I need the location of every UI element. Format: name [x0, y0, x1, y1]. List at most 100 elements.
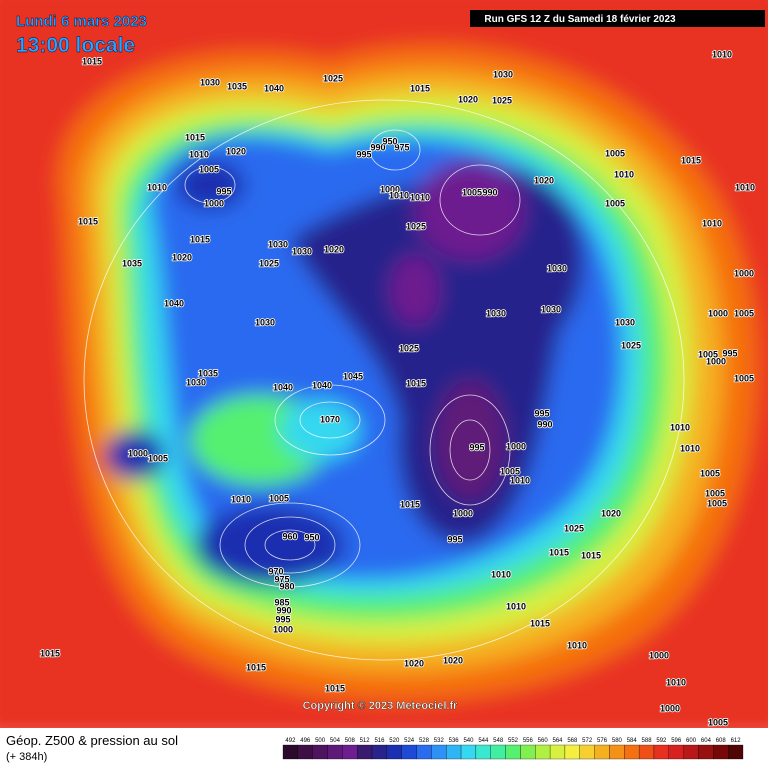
pressure-label: 1020	[458, 94, 478, 104]
scale-swatch	[594, 744, 610, 760]
pressure-label: 1070	[320, 414, 340, 424]
pressure-label: 995	[534, 408, 549, 418]
pressure-label: 1030	[541, 304, 561, 314]
footer-lead: (+ 384h)	[6, 751, 47, 763]
scale-label: 544	[478, 738, 489, 744]
pressure-label: 1010	[680, 443, 700, 453]
pressure-label: 1025	[259, 258, 279, 268]
scale-label: 588	[642, 738, 653, 744]
pressure-label: 995	[216, 186, 231, 196]
pressure-label: 1005	[500, 466, 520, 476]
scale-label: 600	[686, 738, 697, 744]
pressure-label: 985	[274, 597, 289, 607]
pressure-label: 990	[276, 605, 291, 615]
pressure-label: 1000	[660, 703, 680, 713]
pressure-label: 1010	[410, 192, 430, 202]
scale-swatch	[431, 744, 447, 760]
pressure-label: 1000	[453, 508, 473, 518]
pressure-label: 1010	[666, 677, 686, 687]
pressure-label: 1030	[486, 308, 506, 318]
pressure-label: 1040	[273, 382, 293, 392]
run-box	[470, 10, 765, 27]
pressure-label: 1025	[406, 221, 426, 231]
pressure-label: 1000	[273, 624, 293, 634]
pressure-label: 1015	[78, 216, 98, 226]
pressure-label: 1010	[389, 190, 409, 200]
pressure-label: 1000	[706, 356, 726, 366]
pressure-label: 1030	[186, 377, 206, 387]
scale-swatch	[668, 744, 684, 760]
pressure-label: 1020	[443, 655, 463, 665]
scale-label: 532	[434, 738, 445, 744]
scale-label: 572	[582, 738, 593, 744]
scale-swatch	[282, 744, 298, 760]
scale-swatch	[579, 744, 595, 760]
scale-swatch	[342, 744, 358, 760]
pressure-label: 1030	[615, 317, 635, 327]
scale-label: 576	[597, 738, 608, 744]
pressure-label: 1005	[199, 164, 219, 174]
pressure-label: 1030	[493, 69, 513, 79]
scale-label: 508	[345, 738, 356, 744]
scale-label: 500	[315, 738, 326, 744]
scale-swatch	[683, 744, 699, 760]
pressure-label: 1025	[399, 343, 419, 353]
pressure-label: 1015	[40, 648, 60, 658]
pressure-label: 995	[722, 348, 737, 358]
scale-label: 552	[508, 738, 519, 744]
pressure-label: 1015	[190, 234, 210, 244]
scale-label: 536	[449, 738, 460, 744]
pressure-label: 1005	[734, 373, 754, 383]
pressure-label: 1020	[324, 244, 344, 254]
pressure-label: 1025	[621, 340, 641, 350]
pressure-label: 975	[274, 574, 289, 584]
scale-swatch	[609, 744, 625, 760]
pressure-label: 1045	[343, 371, 363, 381]
pressure-label: 1010	[567, 640, 587, 650]
pressure-label: 1035	[198, 368, 218, 378]
scale-swatch	[698, 744, 714, 760]
scale-swatch	[564, 744, 580, 760]
scale-swatch	[416, 744, 432, 760]
pressure-label: 1020	[404, 658, 424, 668]
pressure-label: 1000	[734, 268, 754, 278]
scale-label: 592	[656, 738, 667, 744]
pressure-label: 1005	[269, 493, 289, 503]
pressure-label: 1030	[268, 239, 288, 249]
pressure-label: 1005	[734, 308, 754, 318]
pressure-label: 990	[537, 419, 552, 429]
scale-label: 524	[404, 738, 415, 744]
pressure-label: 980	[279, 581, 294, 591]
scale-swatch	[371, 744, 388, 760]
pressure-label: 1005	[605, 198, 625, 208]
scale-swatch	[728, 744, 744, 760]
isobars	[83, 99, 685, 661]
run-info: Run GFS 12 Z du Samedi 18 février 2023	[484, 14, 676, 25]
footer-title: Géop. Z500 & pression au sol	[6, 733, 178, 748]
scale-swatch	[297, 744, 313, 760]
scale-label: 520	[389, 738, 400, 744]
pressure-label: 1000	[380, 184, 400, 194]
scale-label: 496	[300, 738, 311, 744]
pressure-label: 1000	[506, 441, 526, 451]
scale-swatch	[505, 744, 521, 760]
scale-swatch	[713, 744, 729, 760]
scale-swatch	[520, 744, 536, 760]
pressure-label: 1005	[462, 187, 482, 197]
scale-label: 604	[701, 738, 712, 744]
scale-swatch	[460, 744, 477, 760]
pressure-label: 1015	[581, 550, 601, 560]
scale-label: 528	[419, 738, 430, 744]
pressure-label: 1025	[323, 73, 343, 83]
scale-label: 584	[627, 738, 638, 744]
scale-label: 596	[671, 738, 682, 744]
pressure-label: 1010	[147, 182, 167, 192]
pressure-label: 1010	[189, 149, 209, 159]
pressure-label: 1010	[506, 601, 526, 611]
scale-swatch	[638, 744, 655, 760]
pressure-label: 1020	[172, 252, 192, 262]
pressure-label: 1010	[510, 475, 530, 485]
pressure-label: 1005	[708, 717, 728, 727]
pressure-label: 1040	[312, 380, 332, 390]
